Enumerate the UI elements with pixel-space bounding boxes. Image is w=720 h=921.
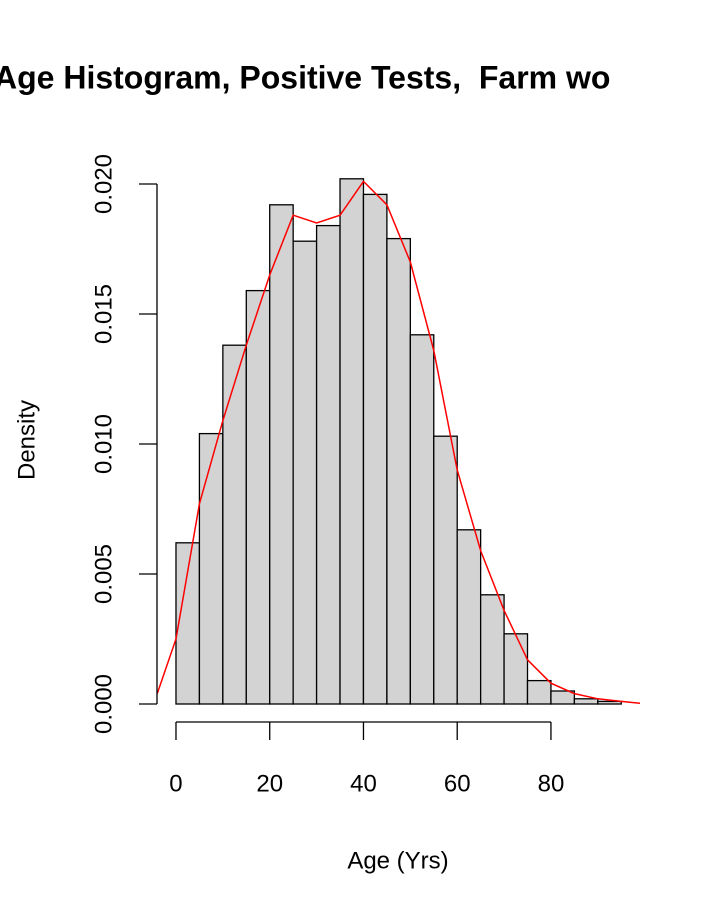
y-tick-label: 0.000: [90, 674, 117, 734]
x-tick-label: 80: [538, 770, 565, 797]
bar: [526, 679, 552, 705]
density-line: [156, 180, 641, 704]
y-tick-label: 0.020: [90, 154, 117, 214]
bar: [315, 224, 341, 705]
x-tick-label: 60: [444, 770, 471, 797]
x-axis-label: Age (Yrs): [347, 847, 448, 874]
bar: [245, 289, 271, 705]
bar: [198, 432, 224, 705]
bar: [433, 435, 458, 705]
bar: [573, 698, 599, 705]
x-tick-label: 0: [169, 770, 182, 797]
bar: [479, 594, 505, 705]
bar: [597, 700, 622, 705]
bar: [175, 542, 201, 705]
bar: [362, 193, 388, 705]
bar: [386, 237, 411, 705]
bar: [550, 690, 576, 705]
bar: [456, 529, 482, 705]
chart-title: Age Histogram, Positive Tests, Farm wo: [0, 59, 610, 95]
x-tick-label: 40: [350, 770, 377, 797]
y-axis-label: Density: [13, 400, 40, 480]
bar: [292, 240, 318, 705]
x-tick-label: 20: [256, 770, 283, 797]
bar: [409, 334, 435, 705]
bar: [503, 633, 529, 705]
bar: [222, 344, 247, 705]
y-tick-label: 0.015: [90, 284, 117, 344]
y-tick-label: 0.005: [90, 544, 117, 604]
y-tick-label: 0.010: [90, 414, 117, 474]
bar: [339, 178, 365, 705]
bar: [269, 204, 294, 705]
